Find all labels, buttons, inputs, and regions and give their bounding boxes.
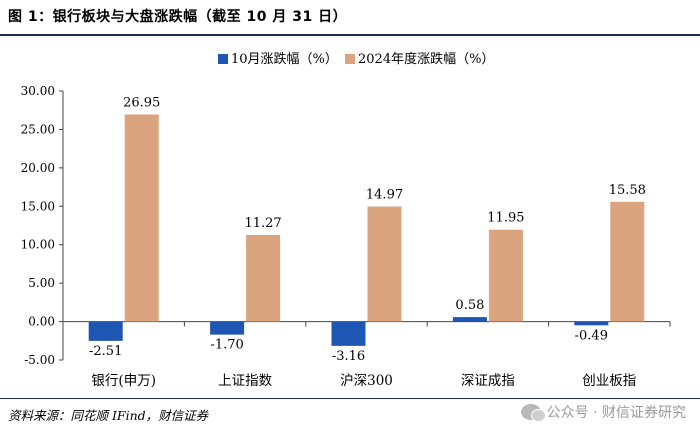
chart-legend: 10月涨跌幅（%） 2024年度涨跌幅（%）	[218, 51, 494, 67]
category-label-0: 银行(申万)	[91, 373, 156, 389]
footer-divider	[0, 398, 700, 399]
y-tick-label: 25.00	[21, 122, 55, 136]
data-label-ytd-3: 11.95	[487, 211, 524, 226]
legend-swatch-oct	[218, 54, 228, 64]
legend-label-oct: 10月涨跌幅（%）	[231, 51, 338, 67]
y-tick-label: 30.00	[21, 84, 55, 98]
bar-oct-3	[452, 317, 487, 322]
bar-ytd-3	[488, 229, 523, 322]
legend-swatch-ytd	[345, 54, 355, 64]
data-label-oct-3: 0.58	[455, 298, 484, 313]
title-divider	[0, 34, 700, 36]
bar-ytd-4	[610, 201, 645, 322]
wechat-icon	[520, 404, 546, 422]
bar-oct-2	[331, 321, 366, 346]
bar-oct-1	[210, 321, 245, 335]
watermark-text: 公众号 · 财信证券研究	[546, 405, 686, 421]
watermark: 公众号 · 财信证券研究	[520, 402, 686, 422]
bar-ytd-0	[124, 114, 159, 322]
legend-label-ytd: 2024年度涨跌幅（%）	[358, 51, 494, 67]
y-tick-label: 15.00	[21, 199, 55, 213]
data-label-oct-4: -0.49	[575, 328, 608, 343]
data-label-ytd-0: 26.95	[123, 95, 160, 110]
category-label-2: 沪深300	[340, 373, 393, 389]
data-label-ytd-2: 14.97	[366, 188, 403, 203]
category-label-1: 上证指数	[218, 373, 272, 389]
source-note: 资料来源：同花顺 IFind，财信证券	[8, 408, 209, 423]
data-label-oct-0: -2.51	[89, 344, 122, 359]
category-label-4: 创业板指	[582, 373, 636, 389]
data-label-ytd-4: 15.58	[609, 183, 646, 198]
data-label-oct-2: -3.16	[332, 349, 365, 364]
category-label-3: 深证成指	[461, 373, 515, 389]
bar-ytd-2	[367, 206, 402, 322]
y-tick-label: 10.00	[21, 238, 55, 252]
bar-oct-4	[574, 321, 609, 326]
bar-ytd-1	[246, 234, 281, 322]
y-tick-label: 0.00	[28, 315, 55, 329]
y-tick-label: -5.00	[24, 353, 55, 367]
y-tick-label: 20.00	[21, 161, 55, 175]
data-label-ytd-1: 11.27	[244, 216, 281, 231]
y-tick-label: 5.00	[28, 276, 55, 290]
figure-title: 图 1：银行板块与大盘涨跌幅（截至 10 月 31 日）	[8, 9, 348, 25]
data-label-oct-1: -1.70	[210, 338, 243, 353]
bar-chart: 10月涨跌幅（%） 2024年度涨跌幅（%） -5.00 0.00 5.00 10.0…	[21, 51, 671, 389]
bar-oct-0	[88, 321, 123, 341]
